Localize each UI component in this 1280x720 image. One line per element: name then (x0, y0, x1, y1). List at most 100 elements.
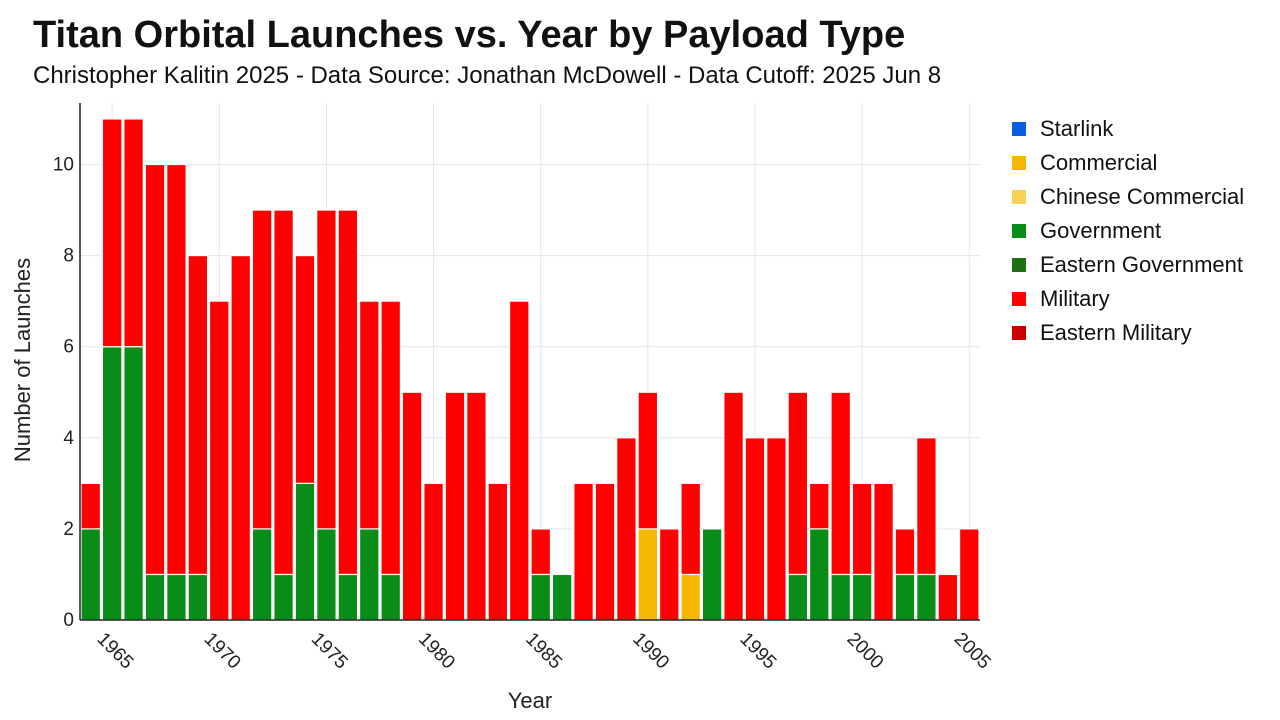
y-axis-label: Number of Launches (10, 258, 35, 462)
x-tick-labels: 1965 1970 1975 1980 1985 1990 1995 2000 2005 (93, 629, 995, 674)
legend-label: Chinese Commercial (1040, 184, 1245, 209)
bar-military-1972 (251, 209, 273, 530)
y-tick-label: 0 (63, 610, 74, 631)
bar-military-1973 (273, 209, 294, 576)
bar-military-1966 (123, 118, 144, 348)
bar-military-1968 (166, 163, 187, 576)
x-tick-label: 1990 (628, 629, 673, 674)
y-tick-labels: 0 2 4 6 8 10 (53, 154, 75, 631)
bar-military-1965 (101, 118, 123, 348)
legend-label: Eastern Military (1040, 320, 1192, 345)
legend-item-chinese-commercial[interactable]: Chinese Commercial (1012, 180, 1244, 214)
chart-title: Titan Orbital Launches vs. Year by Paylo… (33, 14, 906, 56)
x-tick-label: 1985 (521, 629, 566, 674)
bar-military-1994 (723, 391, 744, 621)
legend-label: Eastern Government (1040, 252, 1243, 277)
bar-government-1999 (830, 573, 852, 621)
y-tick-label: 8 (63, 246, 74, 267)
bar-government-1966 (123, 346, 144, 621)
bar-military-1987 (573, 482, 594, 621)
legend-item-starlink[interactable]: Starlink (1012, 112, 1244, 146)
x-axis-label: Year (508, 688, 552, 713)
bar-military-1969 (187, 254, 209, 576)
bar-government-1973 (273, 573, 294, 621)
legend-swatch (1012, 292, 1026, 306)
bar-government-1976 (337, 573, 359, 621)
bar-military-1985 (530, 528, 552, 576)
axes (79, 103, 980, 621)
bar-military-1981 (444, 391, 466, 621)
chart-subtitle: Christopher Kalitin 2025 - Data Source: … (33, 62, 942, 89)
y-tick-label: 4 (63, 428, 74, 449)
bar-military-1974 (294, 254, 316, 484)
bar-military-2003 (916, 437, 937, 576)
legend-swatch (1012, 326, 1026, 340)
bar-military-1997 (787, 391, 809, 576)
bar-government-1965 (101, 346, 123, 621)
bar-government-1985 (530, 573, 552, 621)
bar-military-1977 (358, 300, 380, 530)
bar-military-1996 (766, 437, 787, 621)
bar-military-1999 (830, 391, 852, 576)
bar-government-1977 (358, 528, 380, 621)
bar-military-1976 (337, 209, 359, 576)
bar-government-2002 (894, 573, 916, 621)
bars (80, 118, 980, 621)
bar-government-1986 (551, 573, 573, 621)
bar-government-1978 (380, 573, 402, 621)
x-tick-label: 1965 (93, 629, 138, 674)
bar-military-2002 (894, 528, 916, 576)
legend-label: Starlink (1040, 116, 1114, 141)
legend: Starlink Commercial Chinese Commercial Gove… (1012, 112, 1244, 350)
bar-military-1978 (380, 300, 402, 576)
x-tick-label: 2000 (843, 629, 888, 674)
bar-military-1982 (466, 391, 487, 621)
bar-military-1975 (316, 209, 337, 530)
legend-label: Government (1040, 218, 1162, 243)
bar-military-1992 (680, 482, 702, 576)
bar-military-1971 (230, 254, 252, 621)
x-tick-label: 1995 (735, 629, 780, 674)
legend-label: Commercial (1040, 150, 1158, 175)
bar-military-1988 (594, 482, 616, 621)
bar-government-1997 (787, 573, 809, 621)
bar-commercial-1992 (680, 573, 702, 621)
x-tick-label: 2005 (950, 629, 995, 674)
x-tick-label: 1970 (200, 629, 245, 674)
x-tick-label: 1975 (307, 629, 352, 674)
y-tick-label: 6 (63, 337, 74, 358)
legend-item-commercial[interactable]: Commercial (1012, 146, 1244, 180)
bar-military-1991 (658, 528, 680, 621)
legend-swatch (1012, 258, 1026, 272)
legend-swatch (1012, 156, 1026, 170)
bar-government-2003 (916, 573, 937, 621)
bar-military-1983 (487, 482, 509, 621)
bar-military-2001 (873, 482, 894, 621)
bar-military-1984 (508, 300, 530, 621)
bar-government-1967 (144, 573, 166, 621)
bar-government-1969 (187, 573, 209, 621)
legend-item-eastern-military[interactable]: Eastern Military (1012, 316, 1244, 350)
bar-military-1989 (616, 437, 637, 621)
bar-military-1970 (208, 300, 230, 621)
x-tick-label: 1980 (414, 629, 459, 674)
legend-item-military[interactable]: Military (1012, 282, 1244, 316)
bar-military-2004 (937, 573, 959, 621)
bar-military-1979 (401, 391, 423, 621)
legend-swatch (1012, 122, 1026, 136)
bar-commercial-1990 (637, 528, 659, 621)
legend-label: Military (1040, 286, 1110, 311)
bar-government-1964 (80, 528, 102, 621)
y-tick-label: 2 (63, 519, 74, 540)
legend-item-eastern-government[interactable]: Eastern Government (1012, 248, 1244, 282)
bar-government-1974 (294, 482, 316, 621)
y-tick-label: 10 (53, 154, 74, 175)
bar-government-1975 (316, 528, 337, 621)
bar-government-1993 (701, 528, 723, 621)
bar-military-1964 (80, 482, 102, 530)
legend-swatch (1012, 190, 1026, 204)
legend-item-government[interactable]: Government (1012, 214, 1244, 248)
bar-military-1990 (637, 391, 659, 530)
bar-government-2000 (851, 573, 873, 621)
